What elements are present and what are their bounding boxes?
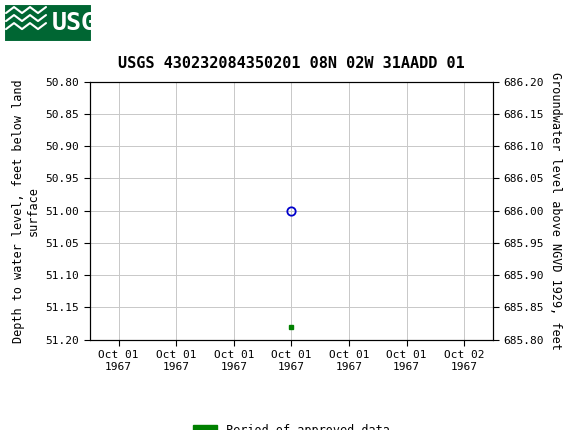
Text: USGS 430232084350201 08N 02W 31AADD 01: USGS 430232084350201 08N 02W 31AADD 01 (118, 56, 465, 71)
Text: USGS: USGS (52, 11, 112, 35)
Y-axis label: Depth to water level, feet below land
surface: Depth to water level, feet below land su… (12, 79, 40, 343)
Legend: Period of approved data: Period of approved data (188, 420, 394, 430)
FancyBboxPatch shape (4, 4, 92, 42)
Y-axis label: Groundwater level above NGVD 1929, feet: Groundwater level above NGVD 1929, feet (549, 72, 563, 350)
